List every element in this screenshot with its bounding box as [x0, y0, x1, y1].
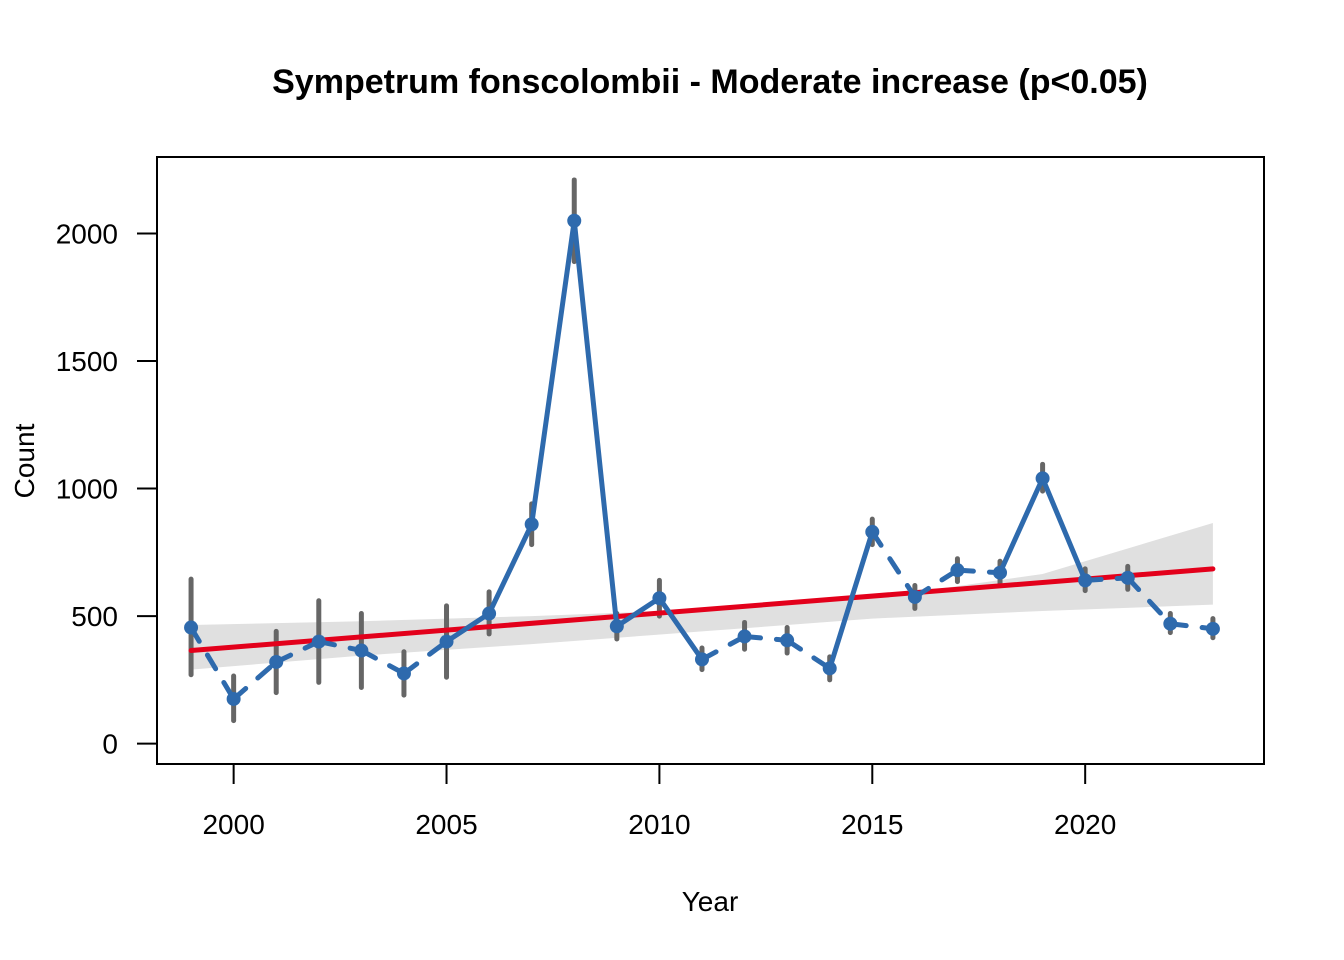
series-segment	[1082, 575, 1131, 583]
data-point	[482, 606, 497, 621]
data-point	[780, 633, 795, 648]
plot-frame	[156, 156, 1265, 765]
data-point	[865, 524, 880, 539]
chart-title: Sympetrum fonscolombii - Moderate increa…	[272, 63, 1148, 101]
series-segment	[827, 529, 875, 671]
x-tick-label: 2015	[841, 809, 903, 840]
data-point	[1078, 573, 1093, 588]
x-tick-label: 2000	[202, 809, 264, 840]
series-segment	[571, 218, 620, 629]
y-tick-label: 1000	[56, 474, 118, 505]
series-segment	[997, 475, 1046, 576]
series-segment	[869, 529, 918, 600]
series-segment	[273, 639, 322, 665]
data-point	[226, 691, 241, 706]
series-segment	[188, 625, 237, 702]
series-segment	[486, 521, 535, 617]
data-point	[609, 619, 624, 634]
plot-area	[184, 177, 1220, 724]
data-point	[1120, 570, 1135, 585]
data-point	[269, 654, 284, 669]
data-point	[822, 661, 837, 676]
y-axis-label: Count	[9, 423, 40, 498]
series-segment	[231, 659, 279, 702]
trend-line	[188, 566, 1216, 654]
series-segment	[742, 633, 790, 643]
y-tick-label: 2000	[56, 219, 118, 250]
y-tick-label: 500	[71, 601, 118, 632]
x-axis-label: Year	[682, 886, 739, 917]
data-point	[993, 565, 1008, 580]
series-segment	[1167, 621, 1216, 632]
data-point	[652, 591, 667, 606]
data-point	[694, 652, 709, 667]
x-tick-label: 2005	[415, 809, 477, 840]
data-point	[907, 589, 922, 604]
data-point	[524, 517, 539, 532]
series-segment	[1040, 475, 1088, 583]
series-segment	[784, 637, 833, 671]
data-point	[354, 643, 369, 658]
data-point	[1163, 616, 1178, 631]
series-segment	[1125, 575, 1173, 627]
series-segment	[316, 639, 364, 654]
axes: 2000 2005 2010 2015 2020 0 500 1000 1500 2000	[56, 219, 1117, 840]
series-segment	[954, 567, 1003, 576]
x-tick-label: 2010	[628, 809, 690, 840]
data-point	[1035, 471, 1050, 486]
series-segment	[401, 639, 450, 676]
series-segment	[912, 567, 960, 600]
data-point	[311, 634, 326, 649]
series-segment	[656, 595, 705, 662]
data-point	[1205, 621, 1220, 636]
y-tick-label: 1500	[56, 346, 118, 377]
y-tick-label: 0	[102, 729, 118, 760]
series-segment	[529, 218, 577, 527]
series-segment	[444, 611, 492, 645]
data-point	[184, 620, 199, 635]
data-point	[567, 213, 582, 228]
x-tick-label: 2020	[1054, 809, 1116, 840]
data-point	[737, 629, 752, 644]
series-segment	[358, 648, 407, 676]
data-point	[439, 634, 454, 649]
series-segment	[614, 595, 662, 629]
data-point	[950, 563, 965, 578]
series-segment	[699, 633, 748, 662]
data-point	[396, 666, 411, 681]
